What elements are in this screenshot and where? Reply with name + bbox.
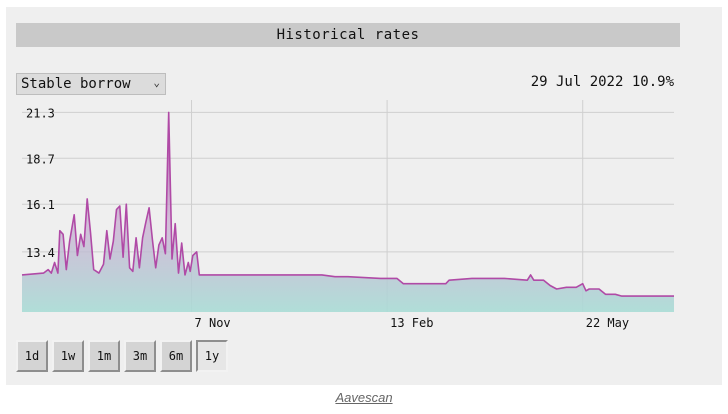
series-line xyxy=(21,111,674,297)
chart-title-bar: Historical rates xyxy=(16,23,680,47)
x-tick-label: 22 May xyxy=(586,316,629,330)
range-button-1m[interactable]: 1m xyxy=(88,340,120,372)
rates-panel xyxy=(6,7,722,385)
y-tick-label: 21.3 xyxy=(26,106,55,120)
time-range-selector: 1d 1w 1m 3m 6m 1y xyxy=(16,340,228,372)
y-tick-label: 16.1 xyxy=(26,198,55,212)
range-button-1w[interactable]: 1w xyxy=(52,340,84,372)
series-area xyxy=(22,112,674,313)
hover-readout: 29 Jul 2022 10.9% xyxy=(530,74,674,90)
range-button-1d[interactable]: 1d xyxy=(16,340,48,372)
range-button-6m[interactable]: 6m xyxy=(160,340,192,372)
chart-title: Historical rates xyxy=(276,27,420,43)
rate-type-selected: Stable borrow xyxy=(21,76,131,92)
source-caption-link[interactable]: Aavescan xyxy=(335,390,393,405)
y-tick-label: 13.4 xyxy=(26,246,55,260)
chevron-down-icon: ⌄ xyxy=(153,76,160,89)
x-tick-label: 7 Nov xyxy=(195,316,231,330)
range-button-1y[interactable]: 1y xyxy=(196,340,228,372)
rate-type-select[interactable]: Stable borrow ⌄ xyxy=(16,73,166,95)
x-tick-label: 13 Feb xyxy=(390,316,433,330)
y-tick-label: 18.7 xyxy=(26,152,55,166)
range-button-3m[interactable]: 3m xyxy=(124,340,156,372)
